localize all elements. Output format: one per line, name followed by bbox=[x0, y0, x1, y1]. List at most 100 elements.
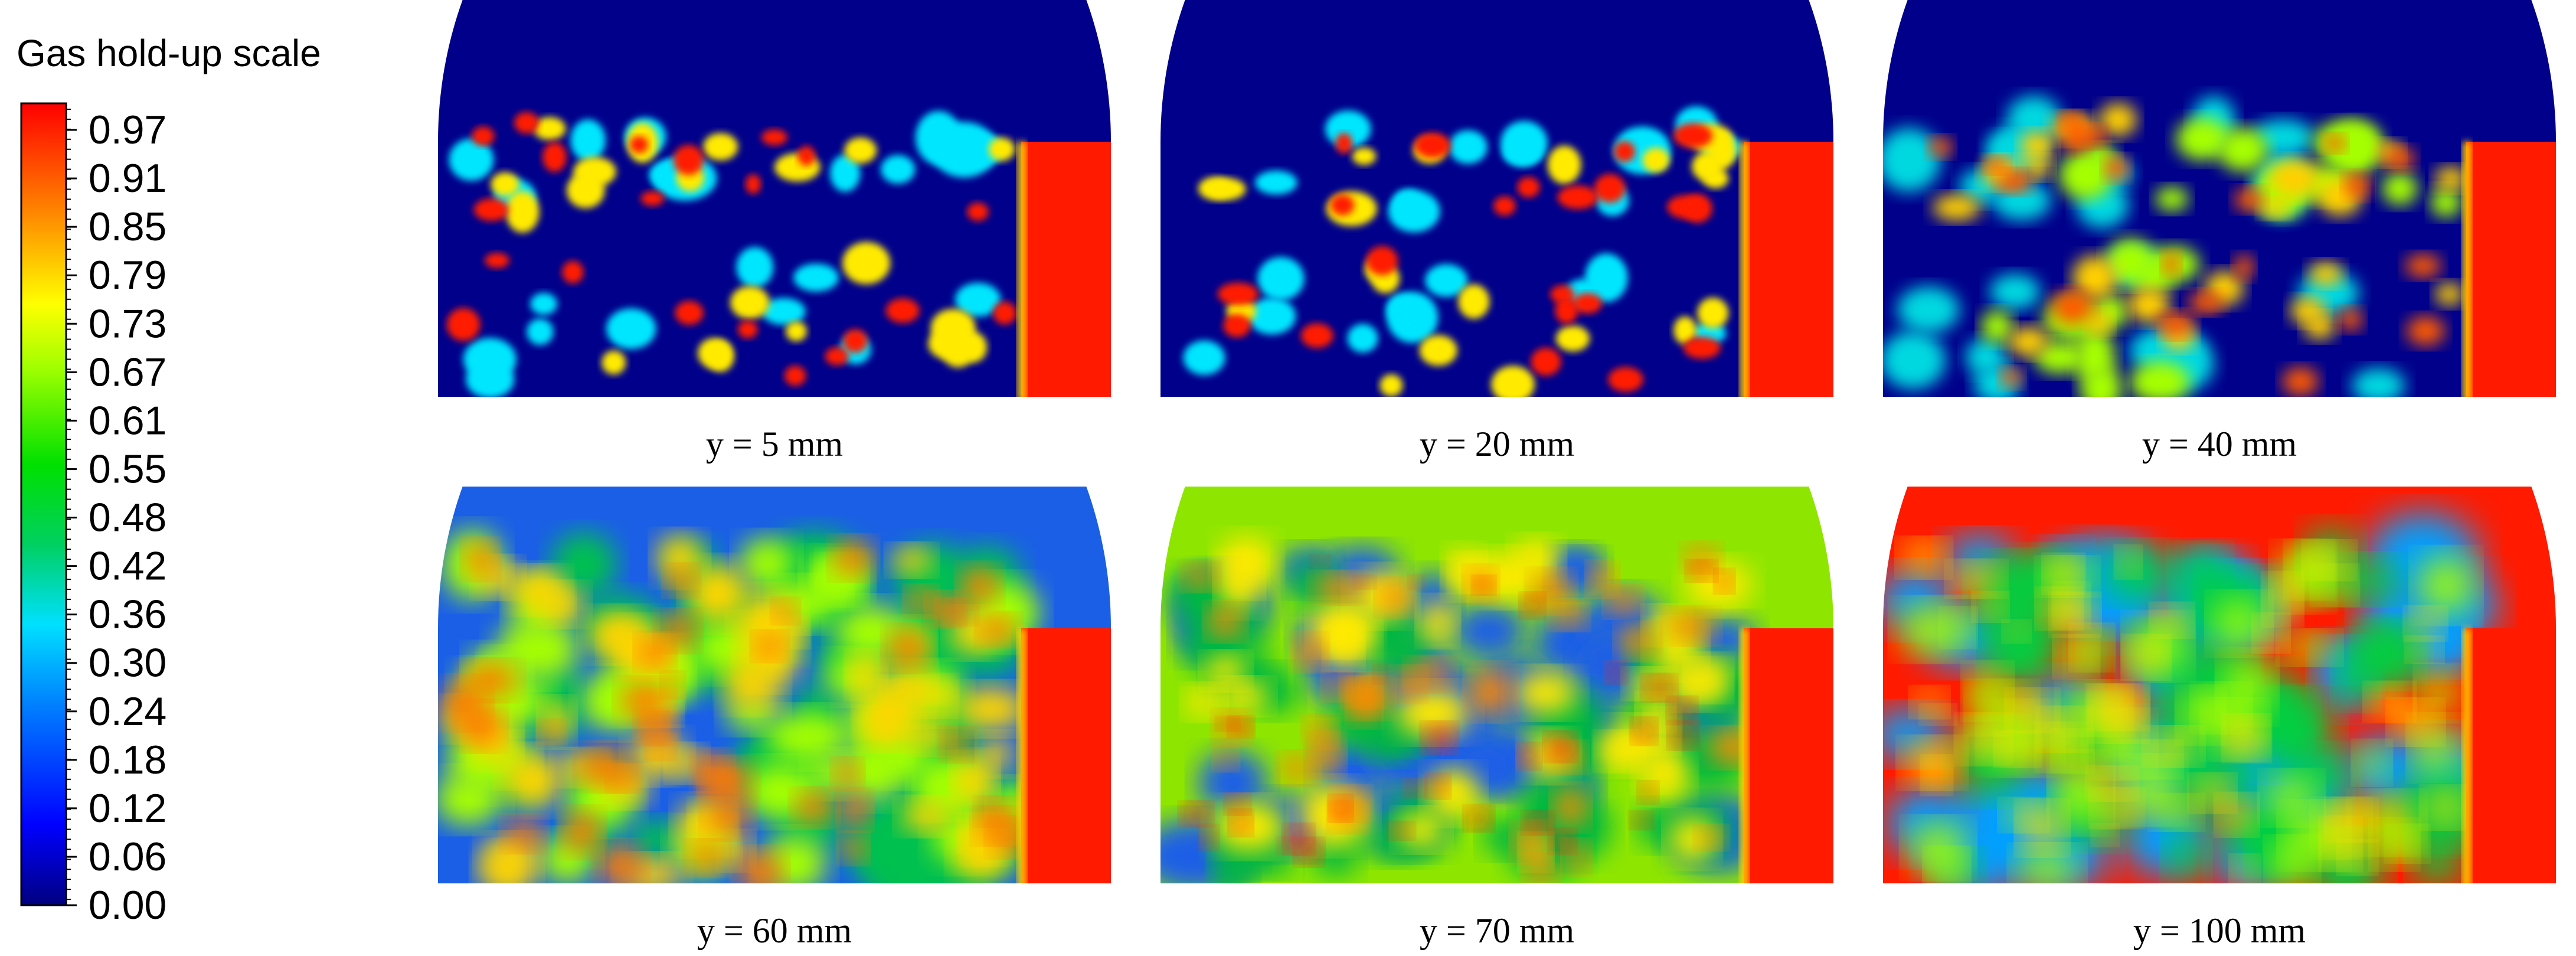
holdup-blob bbox=[2419, 556, 2473, 615]
holdup-blob bbox=[2194, 778, 2231, 808]
holdup-blob bbox=[1366, 246, 1398, 276]
holdup-blob bbox=[540, 722, 563, 742]
holdup-blob bbox=[2005, 622, 2028, 641]
holdup-blob bbox=[1684, 545, 1719, 570]
holdup-blob bbox=[2056, 761, 2106, 824]
holdup-blob bbox=[849, 655, 882, 694]
holdup-blob bbox=[663, 674, 683, 696]
holdup-blob bbox=[1997, 171, 2032, 193]
holdup-blob bbox=[1547, 145, 1581, 184]
panel-background bbox=[1160, 0, 1833, 397]
holdup-blob bbox=[2218, 127, 2268, 172]
holdup-blob bbox=[2234, 255, 2254, 279]
holdup-blob bbox=[1671, 724, 1696, 747]
holdup-blob bbox=[967, 203, 989, 221]
panel-caption: y = 20 mm bbox=[1420, 425, 1574, 464]
holdup-blob bbox=[530, 292, 558, 315]
colorbar-tick-label: 0.36 bbox=[89, 592, 166, 637]
holdup-blob bbox=[1590, 565, 1616, 593]
holdup-blob bbox=[1633, 720, 1655, 742]
wall-region bbox=[1021, 142, 1111, 397]
holdup-blob bbox=[1218, 536, 1274, 590]
holdup-blob bbox=[1550, 285, 1574, 304]
holdup-blob bbox=[1410, 576, 1424, 588]
holdup-blob bbox=[2166, 831, 2205, 878]
holdup-blob bbox=[606, 308, 656, 350]
holdup-blob bbox=[841, 793, 869, 827]
holdup-blob bbox=[841, 739, 904, 802]
holdup-blob bbox=[1421, 601, 1454, 642]
holdup-blob bbox=[573, 156, 616, 187]
holdup-blob bbox=[2129, 361, 2190, 397]
holdup-blob bbox=[2430, 187, 2461, 218]
holdup-blob bbox=[1312, 837, 1359, 876]
contour-panel: y = 40 mm bbox=[1883, 0, 2556, 464]
holdup-blob bbox=[1491, 366, 1535, 397]
holdup-blob bbox=[1231, 813, 1251, 834]
colorbar-tick-label: 0.91 bbox=[89, 156, 166, 201]
holdup-blob bbox=[2155, 798, 2197, 827]
holdup-blob bbox=[2157, 312, 2195, 337]
colorbar-tick-label: 0.00 bbox=[89, 883, 166, 928]
holdup-blob bbox=[1449, 130, 1488, 164]
holdup-blob bbox=[640, 191, 665, 206]
holdup-blob bbox=[1689, 659, 1728, 697]
holdup-blob bbox=[737, 320, 758, 339]
holdup-blob bbox=[2175, 549, 2225, 593]
holdup-blob bbox=[1924, 760, 1949, 790]
holdup-blob bbox=[2420, 671, 2456, 715]
holdup-blob bbox=[1335, 133, 1353, 154]
holdup-blob bbox=[1966, 338, 2006, 376]
holdup-blob bbox=[1642, 148, 1670, 173]
holdup-blob bbox=[1640, 697, 1671, 728]
holdup-blob bbox=[688, 564, 748, 623]
holdup-blob bbox=[907, 588, 935, 615]
holdup-blob bbox=[2080, 364, 2122, 397]
holdup-blob bbox=[1953, 564, 1999, 593]
holdup-blob bbox=[1525, 813, 1551, 833]
holdup-blob bbox=[620, 682, 668, 719]
wall-edge bbox=[2463, 628, 2471, 883]
holdup-blob bbox=[2104, 156, 2130, 181]
wall-edge bbox=[1740, 142, 1748, 397]
wall-edge bbox=[1018, 628, 1026, 883]
holdup-blob bbox=[881, 155, 916, 184]
holdup-blob bbox=[2012, 693, 2053, 727]
holdup-blob bbox=[2282, 367, 2319, 396]
holdup-blob bbox=[1396, 688, 1470, 738]
holdup-blob bbox=[2339, 559, 2400, 600]
holdup-blob bbox=[514, 112, 539, 134]
holdup-blob bbox=[1606, 663, 1625, 682]
holdup-blob bbox=[673, 145, 704, 175]
holdup-blob bbox=[980, 736, 1012, 772]
holdup-blob bbox=[1280, 754, 1315, 782]
holdup-blob bbox=[1466, 808, 1491, 829]
holdup-blob bbox=[1962, 720, 2005, 759]
holdup-blob bbox=[909, 717, 950, 751]
holdup-blob bbox=[785, 321, 808, 342]
holdup-blob bbox=[2303, 313, 2336, 340]
holdup-blob bbox=[1547, 735, 1574, 759]
holdup-blob bbox=[564, 812, 600, 853]
holdup-blob bbox=[2094, 690, 2142, 725]
holdup-blob bbox=[2406, 316, 2445, 346]
colorbar-tick-label: 0.42 bbox=[89, 544, 166, 589]
colorbar-tick-label: 0.06 bbox=[89, 834, 166, 879]
holdup-blob bbox=[2220, 798, 2254, 831]
holdup-blob bbox=[2344, 173, 2371, 198]
holdup-blob bbox=[2008, 327, 2049, 357]
holdup-blob bbox=[505, 191, 540, 233]
holdup-blob bbox=[1565, 843, 1589, 872]
holdup-blob bbox=[1551, 831, 1574, 851]
holdup-blob bbox=[527, 318, 554, 345]
holdup-blob bbox=[745, 174, 761, 194]
holdup-blob bbox=[797, 145, 815, 167]
holdup-blob bbox=[2338, 308, 2363, 331]
holdup-blob bbox=[795, 792, 833, 823]
holdup-blob bbox=[2410, 639, 2439, 660]
holdup-blob bbox=[2405, 254, 2441, 278]
contour-panel: y = 70 mm bbox=[1160, 487, 1833, 950]
holdup-blob bbox=[891, 547, 933, 574]
holdup-blob bbox=[1183, 340, 1225, 376]
holdup-blob bbox=[689, 843, 725, 872]
